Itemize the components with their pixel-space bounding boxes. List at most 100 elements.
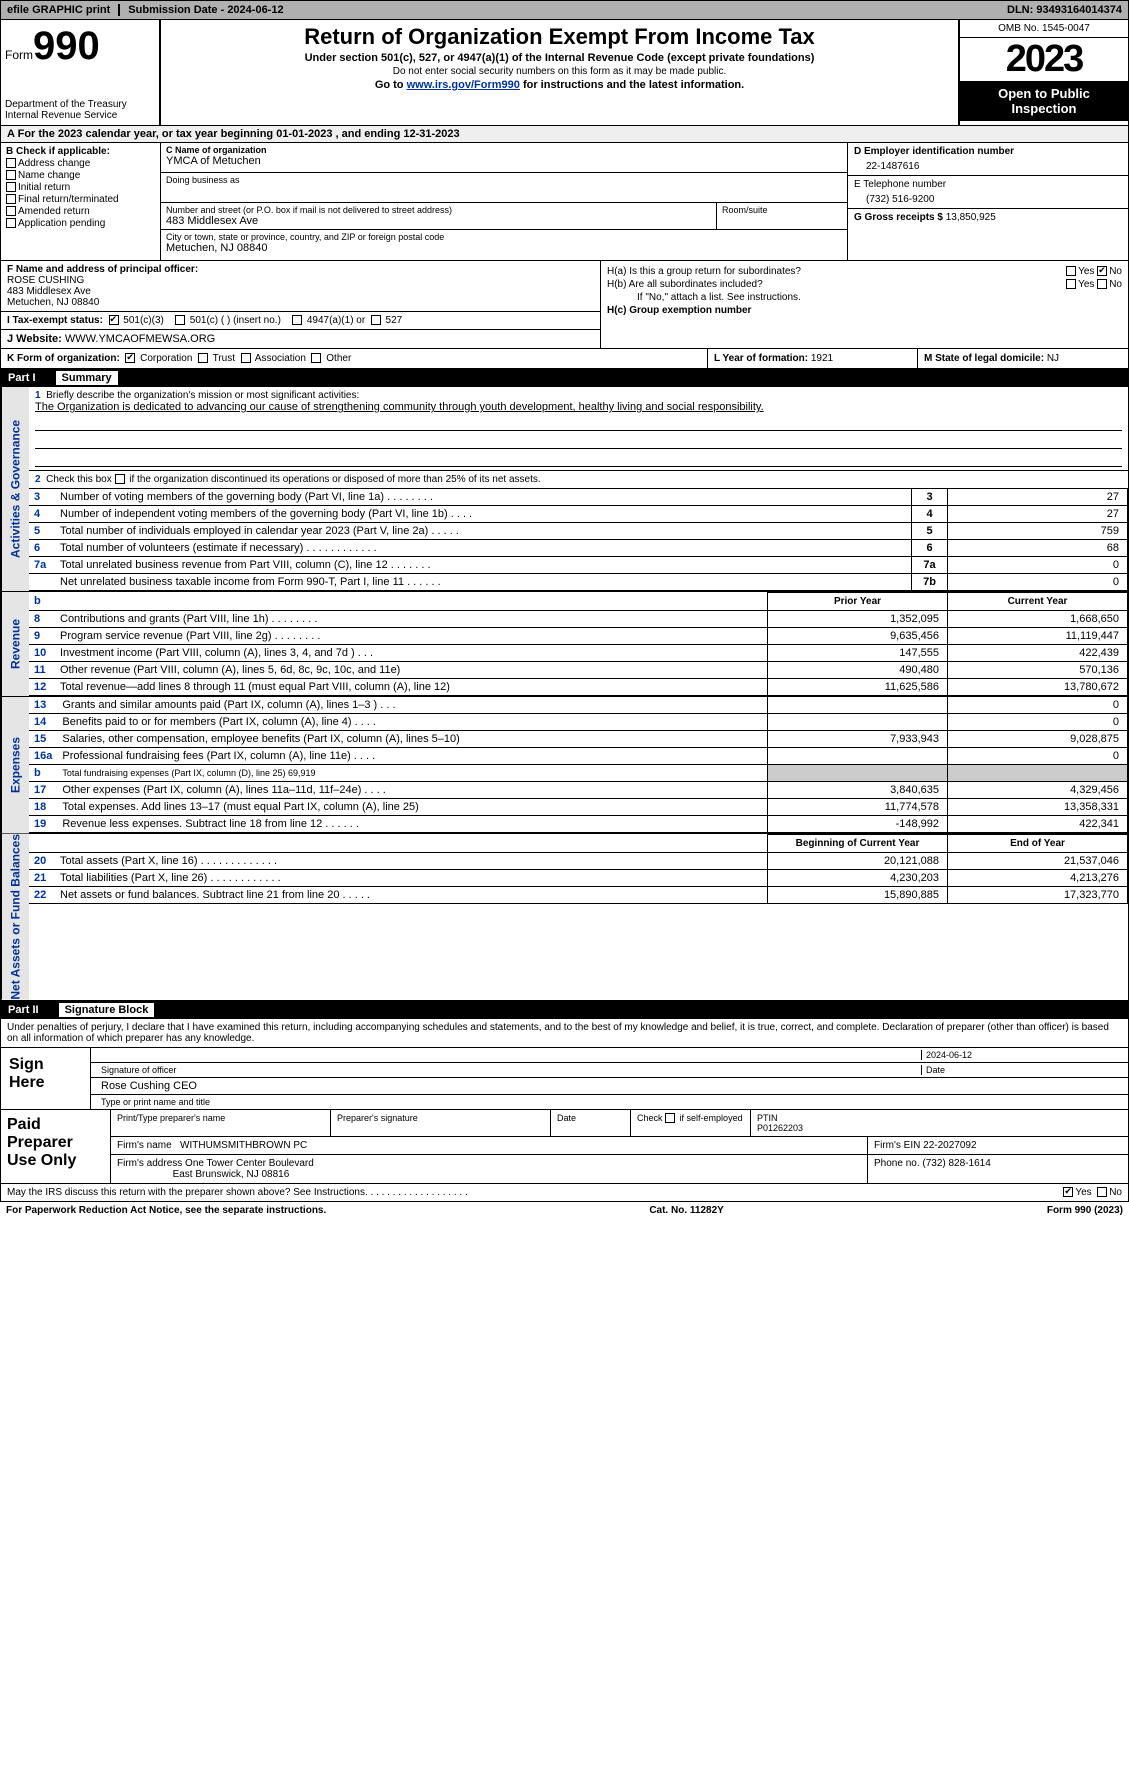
section-revenue: Revenue b Prior Year Current Year8 Contr…	[0, 592, 1129, 697]
end-value: 21,537,046	[948, 853, 1128, 870]
city-label: City or town, state or province, country…	[166, 232, 842, 242]
line-text: Program service revenue (Part VIII, line…	[55, 628, 768, 645]
prior-value: 11,625,586	[768, 679, 948, 696]
line-text: Net assets or fund balances. Subtract li…	[55, 887, 768, 904]
cb-amended[interactable]: Amended return	[6, 206, 155, 217]
phone-label: E Telephone number	[854, 179, 1122, 190]
state-domicile: NJ	[1047, 353, 1059, 364]
cb-application[interactable]: Application pending	[6, 218, 155, 229]
check-post: if self-employed	[680, 1113, 743, 1123]
cb-address-change[interactable]: Address change	[6, 158, 155, 169]
cb-assoc[interactable]	[241, 353, 251, 363]
line-text: Total number of volunteers (estimate if …	[55, 540, 912, 557]
cb-hb-yes[interactable]	[1066, 279, 1076, 289]
line-num: 17	[29, 782, 57, 799]
line-text: Investment income (Part VIII, column (A)…	[55, 645, 768, 662]
line-value: 27	[948, 506, 1128, 523]
irs-yes: Yes	[1075, 1187, 1091, 1198]
cb-discontinued[interactable]	[115, 474, 125, 484]
lbl-527: 527	[386, 315, 403, 326]
cb-name-change[interactable]: Name change	[6, 170, 155, 181]
cb-corp[interactable]	[125, 353, 135, 363]
irs-link[interactable]: www.irs.gov/Form990	[407, 79, 520, 91]
type-print-label: Type or print name and title	[97, 1097, 1122, 1107]
line-value: 0	[948, 574, 1128, 591]
line-text: Other revenue (Part VIII, column (A), li…	[55, 662, 768, 679]
line-num: 13	[29, 697, 57, 714]
cb-self-employed[interactable]	[665, 1113, 675, 1123]
cb-501c3[interactable]	[109, 315, 119, 325]
part-ii-header: Part II Signature Block	[0, 1001, 1129, 1019]
end-value: 4,213,276	[948, 870, 1128, 887]
footer-mid: Cat. No. 11282Y	[649, 1205, 723, 1216]
form-word: Form	[5, 48, 33, 62]
opt-other: Other	[326, 353, 351, 364]
prep-date-label: Date	[551, 1110, 631, 1136]
grey-cell	[768, 765, 948, 782]
prior-value: 490,480	[768, 662, 948, 679]
begin-year-header: Beginning of Current Year	[768, 835, 948, 853]
current-value: 0	[948, 714, 1128, 731]
line-num: 16a	[29, 748, 57, 765]
dba-label: Doing business as	[166, 175, 842, 185]
line-box: 7a	[912, 557, 948, 574]
cb-trust[interactable]	[198, 353, 208, 363]
m-label: M State of legal domicile:	[924, 353, 1047, 364]
line-text: Revenue less expenses. Subtract line 18 …	[57, 816, 767, 833]
form-number: 990	[33, 24, 100, 69]
line-text: Contributions and grants (Part VIII, lin…	[55, 611, 768, 628]
cb-irs-yes[interactable]	[1063, 1187, 1073, 1197]
current-value: 422,439	[948, 645, 1128, 662]
goto-post: for instructions and the latest informat…	[520, 79, 744, 91]
form-title: Return of Organization Exempt From Incom…	[171, 24, 948, 50]
ptin-value: P01262203	[757, 1123, 803, 1133]
ein-value: 22-1487616	[854, 161, 1122, 172]
paid-preparer-block: Paid Preparer Use Only Print/Type prepar…	[0, 1110, 1129, 1184]
line-text: Net unrelated business taxable income fr…	[55, 574, 912, 591]
line-text: Total number of individuals employed in …	[55, 523, 912, 540]
line-value: 27	[948, 489, 1128, 506]
officer-addr1: 483 Middlesex Ave	[7, 286, 91, 297]
line-text: Total assets (Part X, line 16) . . . . .…	[55, 853, 768, 870]
sig-officer-label: Signature of officer	[97, 1065, 922, 1075]
cb-other[interactable]	[311, 353, 321, 363]
line-num: 21	[29, 870, 55, 887]
cb-501c[interactable]	[175, 315, 185, 325]
section-expenses: Expenses 13 Grants and similar amounts p…	[0, 697, 1129, 834]
opt-name: Name change	[18, 170, 80, 181]
cb-hb-no[interactable]	[1097, 279, 1107, 289]
firm-ein: 22-2027092	[923, 1140, 976, 1151]
ha-no: No	[1109, 266, 1122, 277]
gross-value: 13,850,925	[946, 212, 996, 223]
cb-527[interactable]	[371, 315, 381, 325]
begin-value: 20,121,088	[768, 853, 948, 870]
line-num: 11	[29, 662, 55, 679]
prior-value: -148,992	[768, 816, 948, 833]
line-box: 7b	[912, 574, 948, 591]
sidetab-revenue: Revenue	[1, 592, 29, 696]
firm-ein-label: Firm's EIN	[874, 1140, 923, 1151]
line-value: 759	[948, 523, 1128, 540]
cb-final-return[interactable]: Final return/terminated	[6, 194, 155, 205]
officer-name-title: Rose Cushing CEO	[97, 1080, 1122, 1092]
cb-ha-yes[interactable]	[1066, 266, 1076, 276]
subtitle-3: Go to www.irs.gov/Form990 for instructio…	[171, 79, 948, 91]
current-value: 422,341	[948, 816, 1128, 833]
net-hdr-n	[29, 835, 55, 853]
cb-irs-no[interactable]	[1097, 1187, 1107, 1197]
org-city: Metuchen, NJ 08840	[166, 242, 842, 254]
line-box: 5	[912, 523, 948, 540]
line-num	[29, 574, 55, 591]
line-num: 7a	[29, 557, 55, 574]
line-num: 10	[29, 645, 55, 662]
prep-sig-label: Preparer's signature	[331, 1110, 551, 1136]
c-name-label: C Name of organization	[166, 145, 267, 155]
cb-ha-no[interactable]	[1097, 266, 1107, 276]
sign-date: 2024-06-12	[922, 1050, 1122, 1060]
line-text: Number of voting members of the governin…	[55, 489, 912, 506]
org-name: YMCA of Metuchen	[166, 155, 842, 167]
opt-assoc: Association	[255, 353, 306, 364]
cb-4947[interactable]	[292, 315, 302, 325]
cb-initial-return[interactable]: Initial return	[6, 182, 155, 193]
line-text: Total unrelated business revenue from Pa…	[55, 557, 912, 574]
